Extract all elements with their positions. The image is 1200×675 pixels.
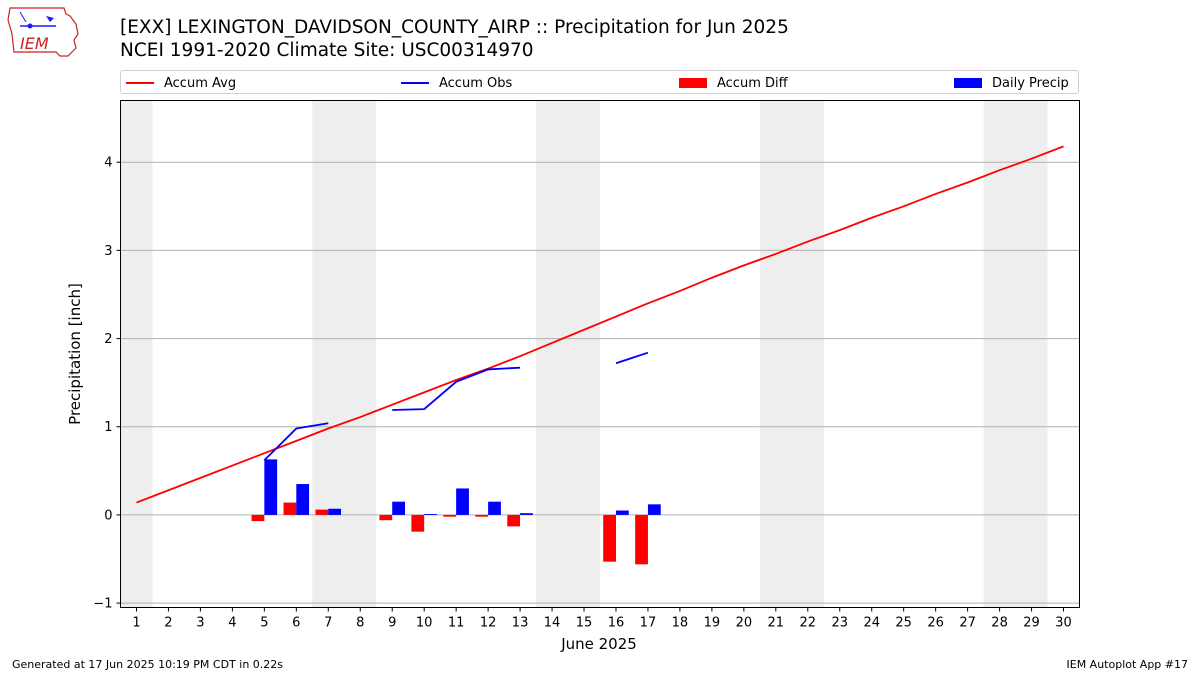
- daily-precip-bar: [647, 504, 661, 515]
- x-tick-label: 15: [576, 616, 593, 631]
- legend-swatch-daily: [954, 78, 982, 88]
- weekend-band: [536, 100, 569, 608]
- daily-precip-bar: [264, 459, 278, 515]
- x-tick-label: 13: [512, 616, 529, 631]
- accum-diff-bar: [603, 514, 616, 562]
- weekend-band: [344, 100, 377, 608]
- x-tick-label: 24: [863, 616, 880, 631]
- accum-diff-bar: [411, 514, 425, 532]
- y-tick-label: 3: [104, 244, 112, 259]
- x-tick-label: 25: [895, 616, 912, 631]
- x-tick-label: 18: [672, 616, 689, 631]
- accum-obs-line: [392, 366, 521, 411]
- title-line-2: NCEI 1991-2020 Climate Site: USC00314970: [120, 40, 534, 61]
- accum-diff-bar: [251, 514, 265, 522]
- legend-accum-avg: Accum Avg: [126, 74, 236, 92]
- daily-precip-bar: [328, 508, 342, 515]
- legend-swatch-obs: [401, 82, 429, 84]
- x-tick-label: 17: [640, 616, 657, 631]
- y-axis: −1 0 1 2 3 4: [93, 156, 121, 612]
- accum-obs-line: [615, 351, 649, 365]
- legend-swatch-diff: [679, 78, 707, 88]
- daily-precip-bar: [296, 484, 310, 515]
- accum-diff-bar: [379, 514, 393, 521]
- bars: [251, 459, 661, 565]
- x-tick-label: 23: [831, 616, 848, 631]
- weekend-band: [1015, 100, 1048, 608]
- weekend-band: [568, 100, 600, 608]
- plot-frame: [120, 100, 1080, 608]
- x-tick-label: 6: [292, 616, 300, 631]
- x-axis: 1 2 3 4 5 6 7 8 9 10 11 12 13 14 15 16 17 18 19 20 21 22 23 24 2…: [132, 607, 1072, 631]
- accum-diff-bar: [443, 514, 457, 517]
- daily-precip-bar: [392, 501, 406, 515]
- x-tick-label: 16: [608, 616, 625, 631]
- legend-accum-obs: Accum Obs: [401, 74, 512, 92]
- y-grid: [120, 161, 1080, 604]
- y-tick-label: 2: [104, 332, 112, 347]
- x-tick-label: 27: [959, 616, 976, 631]
- legend-label-diff: Accum Diff: [717, 75, 788, 91]
- logo-text: IEM: [20, 34, 49, 53]
- y-tick-label: 1: [104, 420, 112, 435]
- x-tick-label: 3: [196, 616, 204, 631]
- daily-precip-bar: [456, 488, 469, 515]
- x-tick-label: 12: [480, 616, 497, 631]
- weekend-band: [983, 100, 1016, 608]
- y-tick-label: 0: [104, 508, 112, 523]
- weekend-band: [791, 100, 824, 608]
- accum-obs-line: [263, 422, 329, 461]
- daily-precip-bar: [488, 501, 501, 515]
- y-tick-label: −1: [93, 597, 112, 612]
- daily-precip-bar: [520, 513, 533, 515]
- x-axis-label: June 2025: [560, 635, 637, 653]
- weekend-band: [312, 100, 345, 608]
- x-tick-label: 22: [800, 616, 817, 631]
- x-tick-label: 2: [164, 616, 172, 631]
- legend-label-daily: Daily Precip: [992, 75, 1069, 91]
- weekend-shading: [120, 100, 1048, 608]
- weekend-band: [759, 100, 792, 608]
- accum-avg-line: [136, 145, 1064, 504]
- legend-label-avg: Accum Avg: [164, 75, 237, 91]
- x-tick-label: 7: [324, 616, 332, 631]
- x-tick-label: 10: [416, 616, 433, 631]
- accum-diff-bar: [283, 502, 297, 515]
- daily-precip-bar: [424, 514, 437, 515]
- x-tick-label: 1: [132, 616, 140, 631]
- footer-app: IEM Autoplot App #17: [1066, 658, 1189, 671]
- legend: Accum Avg Accum Obs Accum Diff Daily Pre…: [120, 70, 1079, 94]
- legend-daily-precip: Daily Precip: [954, 74, 1069, 92]
- x-tick-label: 21: [768, 616, 785, 631]
- x-tick-label: 30: [1055, 616, 1072, 631]
- legend-accum-diff: Accum Diff: [679, 74, 788, 92]
- accum-diff-bar: [315, 509, 329, 515]
- x-tick-label: 20: [736, 616, 753, 631]
- x-tick-label: 11: [448, 616, 465, 631]
- legend-label-obs: Accum Obs: [439, 75, 513, 91]
- lines: [136, 145, 1064, 504]
- x-tick-label: 19: [704, 616, 721, 631]
- weekend-band: [120, 100, 153, 608]
- y-tick-label: 4: [104, 156, 112, 171]
- x-tick-label: 28: [991, 616, 1008, 631]
- chart-title: [EXX] LEXINGTON_DAVIDSON_COUNTY_AIRP :: …: [120, 16, 789, 62]
- iem-logo: IEM: [7, 7, 79, 57]
- daily-precip-bar: [615, 510, 629, 515]
- accum-diff-bar: [635, 514, 648, 565]
- accum-diff-bar: [507, 514, 521, 527]
- legend-swatch-avg: [126, 82, 154, 84]
- x-tick-label: 4: [228, 616, 236, 631]
- y-axis-label: Precipitation [inch]: [66, 283, 84, 425]
- footer-generated: Generated at 17 Jun 2025 10:19 PM CDT in…: [12, 658, 284, 671]
- x-tick-label: 29: [1023, 616, 1040, 631]
- x-tick-label: 8: [356, 616, 364, 631]
- x-tick-label: 5: [260, 616, 268, 631]
- accum-diff-bar: [475, 514, 489, 517]
- x-tick-label: 9: [388, 616, 396, 631]
- x-tick-label: 26: [927, 616, 944, 631]
- title-line-1: [EXX] LEXINGTON_DAVIDSON_COUNTY_AIRP :: …: [120, 17, 789, 38]
- x-tick-label: 14: [544, 616, 561, 631]
